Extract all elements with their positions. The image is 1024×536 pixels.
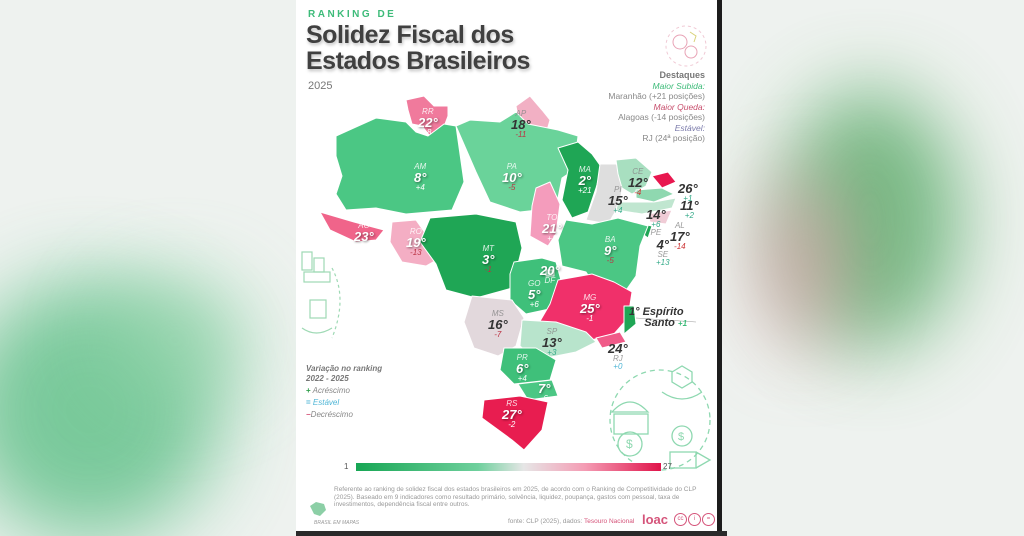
label-to: TO 21° +1 xyxy=(542,213,562,243)
brazil-map xyxy=(319,95,697,451)
state-df xyxy=(545,269,555,277)
label-ac: AC 23° xyxy=(354,221,374,244)
state-ac xyxy=(319,211,385,243)
label-pi: PI 15° +4 xyxy=(608,185,628,215)
label-go: GO 5° +6 xyxy=(528,279,541,309)
state-mt xyxy=(419,213,523,299)
label-ap: AP 18° -11 xyxy=(511,109,531,139)
building-discount-icon xyxy=(301,251,341,339)
label-ms: MS 16° -7 xyxy=(488,309,508,339)
label-rj: 24° RJ +0 xyxy=(608,341,628,371)
nd-icon: = xyxy=(702,513,715,526)
scale-min: 1 xyxy=(344,462,349,471)
money-bag-icon xyxy=(665,25,707,67)
label-ro: RO 19° -13 xyxy=(406,227,426,257)
state-rs xyxy=(481,395,549,451)
state-ro xyxy=(389,219,441,267)
cc-icon: cc xyxy=(674,513,687,526)
es-callout: 1° Espírito Santo +1 xyxy=(629,306,688,329)
label-mt: MT 3° -1 xyxy=(482,244,495,274)
brazil-logo-icon xyxy=(310,502,326,516)
es-callout-line xyxy=(635,317,697,323)
label-rs: RS 27° -2 xyxy=(502,399,522,429)
state-am xyxy=(335,117,465,215)
variation-legend: Variação no ranking 2022 - 2025 + Acrésc… xyxy=(306,364,383,419)
year-label: 2025 xyxy=(308,80,333,92)
label-ma: MA 2° +21 xyxy=(578,165,592,195)
label-ce: CE 12° -4 xyxy=(628,167,648,197)
state-pb xyxy=(635,187,675,203)
source-text: fonte: CLP (2025), dados: Tesouro Nacion… xyxy=(508,518,635,525)
highlights-box: Destaques Maior Subida: Maranhão (+21 po… xyxy=(608,70,705,143)
plus-icon: + xyxy=(306,386,311,395)
kicker: RANKING DE xyxy=(308,9,397,20)
label-sp: SP 13° +3 xyxy=(542,327,562,357)
label-rn: 26° +1 xyxy=(678,181,698,203)
source-link[interactable]: Tesouro Nacional xyxy=(584,518,635,525)
legend-increase: + Acréscimo xyxy=(306,386,350,395)
state-sc xyxy=(517,379,559,401)
label-al: AL 17° -14 xyxy=(670,221,690,251)
svg-text:$: $ xyxy=(678,431,684,443)
label-pr: PR 6° +4 xyxy=(516,353,529,383)
label-ba: BA 9° -5 xyxy=(604,235,617,265)
frame-bottom xyxy=(296,531,727,536)
label-mg: MG 25° -1 xyxy=(580,293,600,323)
minus-icon: − xyxy=(306,410,311,419)
state-to xyxy=(529,181,561,247)
brand-label: BRASIL EM MAPAS xyxy=(314,520,360,526)
state-rj xyxy=(595,331,627,349)
footnote: Referente ao ranking de solidez fiscal d… xyxy=(334,486,697,508)
legend-decrease: −Decréscimo xyxy=(306,410,353,419)
state-ma xyxy=(557,141,603,219)
equals-icon: = xyxy=(306,398,311,407)
legend-stable: = Estável xyxy=(306,398,340,407)
scale-max: 27 xyxy=(663,462,672,471)
finance-bank-icon: $ $ xyxy=(609,365,712,471)
loac-logo: loac xyxy=(642,512,669,527)
label-df: 20° DF xyxy=(540,263,560,285)
state-al xyxy=(647,209,673,225)
label-pa: PA 10° -5 xyxy=(502,162,522,192)
svg-text:$: $ xyxy=(626,437,633,451)
state-rn xyxy=(651,171,677,189)
state-pe xyxy=(615,197,677,215)
label-am: AM 8° +4 xyxy=(414,162,427,192)
page-title: Solidez Fiscal dos Estados Brasileiros xyxy=(306,21,530,75)
label-pe: 14° +6 PE xyxy=(646,207,666,237)
state-es xyxy=(623,305,637,335)
label-sc: 7° -6 xyxy=(538,381,551,403)
infographic-card: RANKING DE Solidez Fiscal dos Estados Br… xyxy=(296,0,722,536)
label-rr: RR 22° -8 xyxy=(418,107,438,137)
label-se: 4° SE +13 xyxy=(656,237,670,267)
label-pb: 11° +2 xyxy=(680,198,699,220)
by-icon: i xyxy=(688,513,701,526)
color-scale-bar xyxy=(356,463,661,471)
state-ba xyxy=(557,217,649,297)
